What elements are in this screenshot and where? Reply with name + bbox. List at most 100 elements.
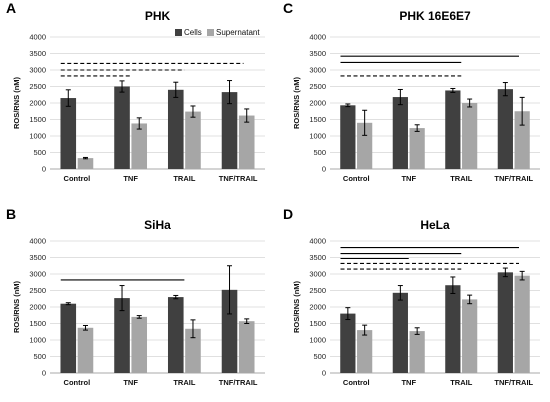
panel-title: SiHa [144, 218, 171, 232]
legend-swatch [175, 29, 182, 36]
y-tick-label: 4000 [29, 33, 46, 42]
category-label: TNF/TRAIL [494, 174, 533, 183]
panel-title: HeLa [420, 218, 450, 232]
category-label: Control [64, 174, 91, 183]
category-label: TNF [123, 378, 138, 387]
bar [238, 321, 255, 373]
bar [357, 122, 373, 169]
category-label: TRAIL [450, 378, 472, 387]
legend-label: Cells [184, 28, 202, 37]
panel-letter: D [283, 206, 293, 222]
y-tick-label: 1000 [29, 336, 46, 345]
panel-letter: C [283, 0, 293, 16]
bar [131, 316, 148, 373]
panel-letter: B [6, 206, 16, 222]
bar [497, 89, 513, 169]
bar [114, 86, 130, 169]
bar [445, 90, 461, 169]
y-tick-label: 4000 [309, 237, 326, 246]
panel-title: PHK [145, 9, 171, 23]
bar [514, 275, 530, 373]
bar [409, 331, 425, 373]
y-tick-label: 3500 [309, 49, 326, 58]
y-tick-label: 3000 [309, 66, 326, 75]
y-tick-label: 0 [322, 165, 326, 174]
category-label: Control [343, 174, 370, 183]
category-label: TNF/TRAIL [219, 378, 258, 387]
category-label: Control [64, 378, 91, 387]
panel-a: A PHK 0 500 1000 1500 2000 2500 3000 3500 4000 ROS/… [6, 0, 265, 183]
y-tick-label: 3500 [29, 49, 46, 58]
bar [221, 289, 238, 373]
y-tick-label: 2500 [309, 82, 326, 91]
y-tick-label: 3500 [309, 253, 326, 262]
y-axis-title: ROS/RNS (nM) [292, 76, 301, 129]
y-tick-label: 3000 [29, 270, 46, 279]
y-tick-label: 2000 [29, 99, 46, 108]
category-label: TNF [401, 174, 416, 183]
bar [185, 328, 201, 373]
y-tick-label: 4000 [29, 237, 46, 246]
panel-d: D HeLa 0 500 1000 1500 2000 2500 3000 3500 4000 ROS… [283, 206, 540, 387]
bar [60, 98, 77, 169]
bar [167, 89, 184, 169]
bar [392, 97, 408, 169]
y-axis-title: ROS/RNS (nM) [292, 280, 301, 333]
y-tick-label: 500 [33, 352, 46, 361]
bar [357, 330, 373, 373]
bar [462, 103, 478, 169]
bar [185, 111, 201, 169]
legend-label: Supernatant [216, 28, 260, 37]
y-tick-label: 2000 [309, 303, 326, 312]
panel-b: B SiHa 0 500 1000 1500 2000 2500 3000 3500 4000 ROS… [6, 206, 265, 387]
y-tick-label: 2500 [309, 286, 326, 295]
bar [77, 327, 94, 373]
bar [409, 128, 425, 169]
category-label: TNF/TRAIL [494, 378, 533, 387]
y-tick-label: 500 [33, 148, 46, 157]
y-tick-label: 2500 [29, 82, 46, 91]
panel-letter: A [6, 0, 16, 16]
y-tick-label: 2000 [29, 303, 46, 312]
legend-swatch [207, 29, 214, 36]
category-label: TNF [123, 174, 138, 183]
bar [514, 111, 530, 169]
y-tick-label: 3000 [29, 66, 46, 75]
bar [340, 313, 356, 373]
y-tick-label: 2000 [309, 99, 326, 108]
y-tick-label: 3000 [309, 270, 326, 279]
y-tick-label: 1000 [309, 132, 326, 141]
panel-title: PHK 16E6E7 [399, 9, 471, 23]
y-tick-label: 3500 [29, 253, 46, 262]
bar [497, 272, 513, 373]
category-label: TNF [401, 378, 416, 387]
y-axis-title: ROS/RNS (nM) [12, 76, 21, 129]
legend: Cells Supernatant [175, 28, 260, 37]
bar [167, 297, 184, 373]
bar [114, 298, 130, 373]
category-label: Control [343, 378, 370, 387]
bar [445, 285, 461, 373]
y-tick-label: 1500 [309, 319, 326, 328]
bar [392, 292, 408, 373]
bar [238, 115, 255, 169]
y-tick-label: 500 [313, 148, 326, 157]
category-label: TRAIL [173, 378, 195, 387]
y-tick-label: 500 [313, 352, 326, 361]
y-tick-label: 1500 [29, 115, 46, 124]
category-label: TNF/TRAIL [219, 174, 258, 183]
y-tick-label: 0 [42, 369, 46, 378]
y-tick-label: 1000 [29, 132, 46, 141]
bar [60, 303, 77, 373]
y-tick-label: 0 [322, 369, 326, 378]
y-tick-label: 1500 [29, 319, 46, 328]
y-tick-label: 1000 [309, 336, 326, 345]
y-tick-label: 1500 [309, 115, 326, 124]
bar [221, 92, 238, 169]
y-tick-label: 2500 [29, 286, 46, 295]
y-axis-title: ROS/RNS (nM) [12, 280, 21, 333]
bar [77, 158, 94, 169]
category-label: TRAIL [450, 174, 472, 183]
panel-c: C PHK 16E6E7 0 500 1000 1500 2000 2500 3000 3500 4… [283, 0, 540, 183]
